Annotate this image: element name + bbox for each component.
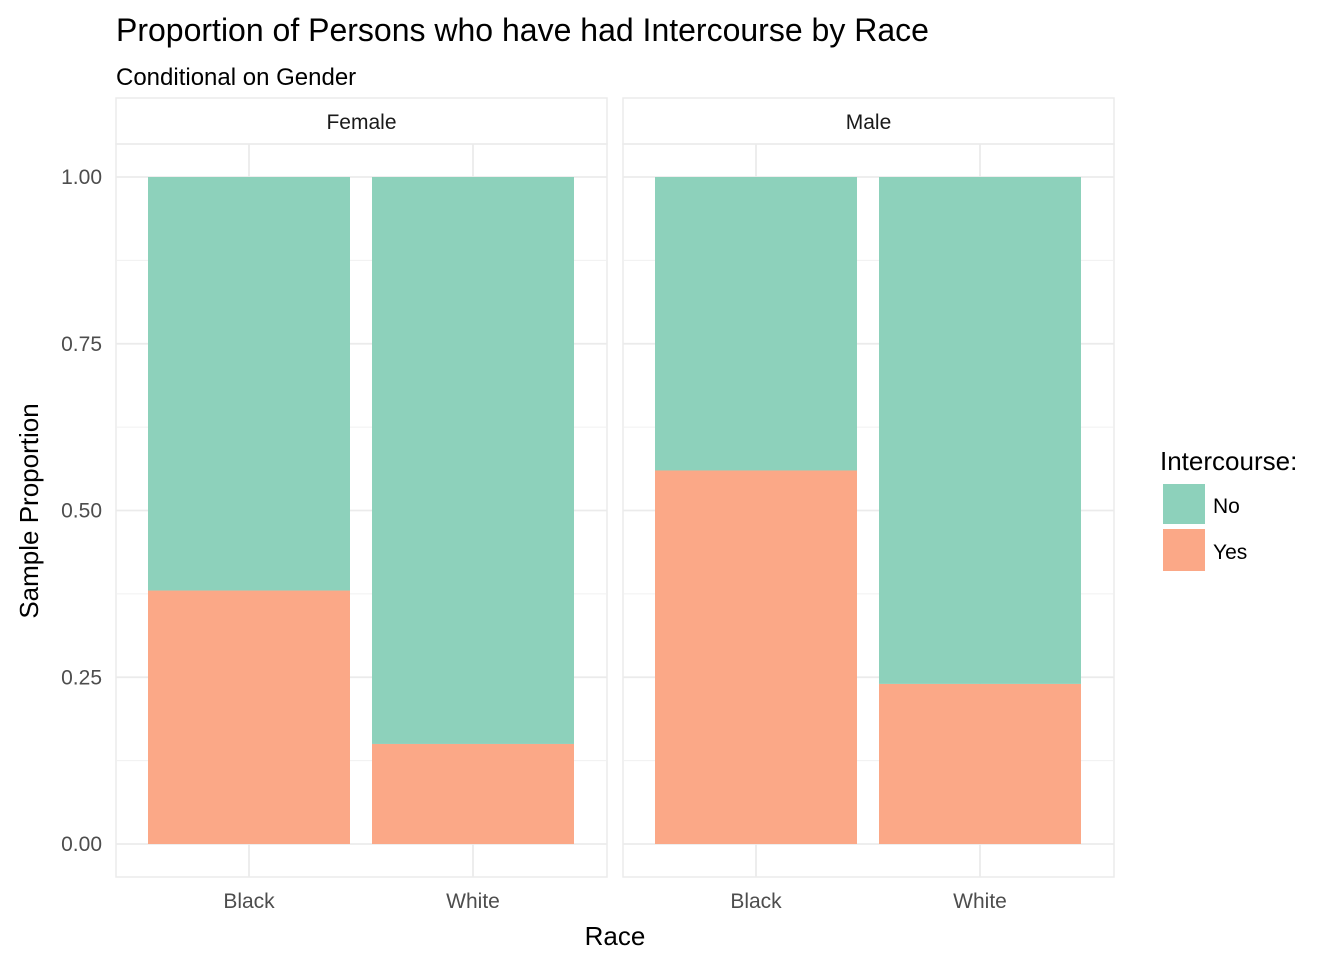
facet-strip xyxy=(622,97,1115,145)
chart-title: Proportion of Persons who have had Inter… xyxy=(116,12,929,48)
y-tick-label: 1.00 xyxy=(61,166,102,189)
legend-label-yes: Yes xyxy=(1213,541,1247,564)
y-tick-label: 0.75 xyxy=(61,333,102,356)
y-tick-label: 0.25 xyxy=(61,666,102,689)
y-tick-label: 0.50 xyxy=(61,500,102,523)
bar-female-black-yes xyxy=(148,590,350,844)
bar-female-black-no xyxy=(148,177,350,591)
panel-male: Male Black White xyxy=(622,97,1115,913)
x-tick-label: Black xyxy=(223,890,275,913)
legend-key-yes xyxy=(1163,529,1205,571)
facet-panels: Female Black White Male Black White xyxy=(115,97,1115,913)
x-tick-label: White xyxy=(953,890,1007,913)
legend-label-no: No xyxy=(1213,495,1240,518)
legend: Intercourse: No Yes xyxy=(1160,446,1297,571)
legend-key-no xyxy=(1163,484,1205,524)
bar-male-black-yes xyxy=(655,470,857,844)
facet-label: Female xyxy=(326,111,396,134)
x-axis-title: Race xyxy=(585,921,646,951)
x-tick-label: Black xyxy=(730,890,782,913)
bar-female-white-yes xyxy=(372,743,574,844)
x-tick-label: White xyxy=(446,890,500,913)
chart-subtitle: Conditional on Gender xyxy=(116,64,356,91)
facet-strip xyxy=(115,97,608,145)
panel-female: Female Black White xyxy=(115,97,608,913)
legend-title: Intercourse: xyxy=(1160,446,1297,476)
y-axis: 0.00 0.25 0.50 0.75 1.00 xyxy=(61,166,102,856)
bar-male-white-yes xyxy=(879,683,1081,844)
bar-male-white-no xyxy=(879,177,1081,684)
bar-female-white-no xyxy=(372,177,574,744)
bar-male-black-no xyxy=(655,177,857,471)
y-axis-title: Sample Proportion xyxy=(14,403,44,618)
y-tick-label: 0.00 xyxy=(61,833,102,856)
facet-label: Male xyxy=(846,111,892,134)
